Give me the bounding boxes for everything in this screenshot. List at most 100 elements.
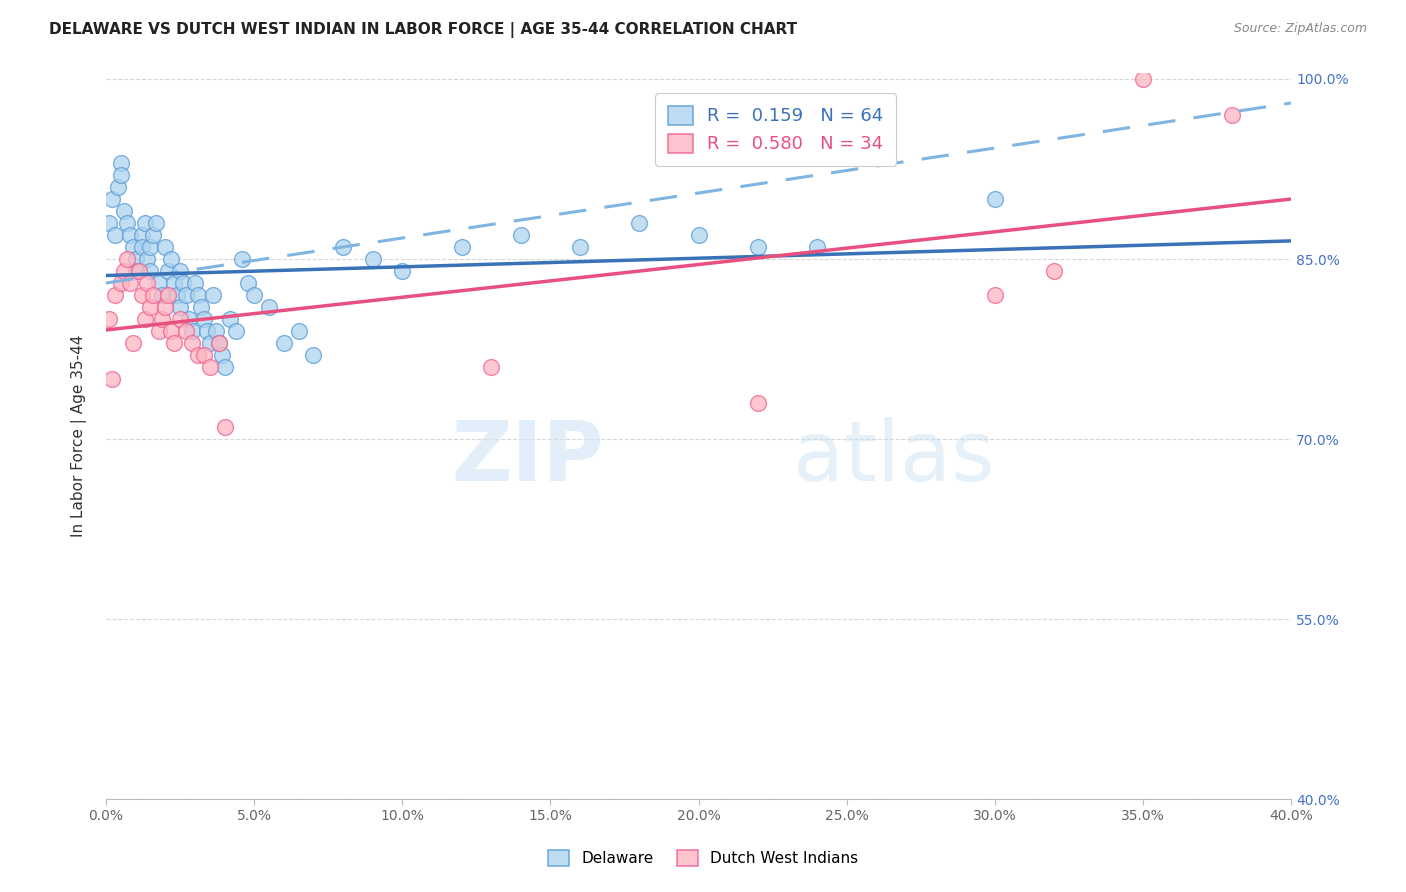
Text: DELAWARE VS DUTCH WEST INDIAN IN LABOR FORCE | AGE 35-44 CORRELATION CHART: DELAWARE VS DUTCH WEST INDIAN IN LABOR F… [49,22,797,38]
Point [155,240,177,254]
Point [134,216,156,230]
Point [219,312,242,326]
Point [115,252,138,266]
Point [124,264,146,278]
Point [806,240,828,254]
Point [128,264,150,278]
Point [148,324,170,338]
Point [1043,264,1066,278]
Point [332,240,354,254]
Point [169,264,191,278]
Point [163,276,186,290]
Point [136,276,159,290]
Point [124,252,146,266]
Point [136,252,159,266]
Point [107,180,129,194]
Point [148,276,170,290]
Point [121,336,143,351]
Point [118,276,141,290]
Point [257,300,280,314]
Point [187,348,209,362]
Point [174,288,197,302]
Point [479,359,502,374]
Point [163,336,186,351]
Point [134,312,156,326]
Point [181,336,204,351]
Point [131,240,153,254]
Point [118,227,141,242]
Point [112,204,135,219]
Legend: Delaware, Dutch West Indians: Delaware, Dutch West Indians [540,842,866,873]
Point [104,227,127,242]
Point [211,348,233,362]
Point [207,336,229,351]
Point [201,288,224,302]
Point [157,288,180,302]
Point [174,324,197,338]
Point [104,288,127,302]
Point [688,227,710,242]
Point [361,252,384,266]
Point [115,216,138,230]
Point [450,240,472,254]
Point [391,264,413,278]
Point [187,288,209,302]
Text: ZIP: ZIP [451,417,603,499]
Point [195,324,218,338]
Point [139,300,162,314]
Point [97,312,120,326]
Point [131,227,153,242]
Point [287,324,309,338]
Point [157,264,180,278]
Point [1132,72,1154,87]
Point [184,276,207,290]
Point [145,216,167,230]
Point [569,240,592,254]
Point [193,312,215,326]
Point [747,396,769,410]
Point [110,156,132,170]
Point [177,312,200,326]
Point [984,192,1007,206]
Point [155,300,177,314]
Point [172,276,194,290]
Y-axis label: In Labor Force | Age 35-44: In Labor Force | Age 35-44 [72,334,87,537]
Point [131,288,153,302]
Point [101,372,124,386]
Point [214,359,236,374]
Point [101,192,124,206]
Point [225,324,247,338]
Point [509,227,531,242]
Point [150,312,173,326]
Point [110,168,132,182]
Point [302,348,325,362]
Text: Source: ZipAtlas.com: Source: ZipAtlas.com [1233,22,1367,36]
Point [110,276,132,290]
Point [142,227,165,242]
Point [628,216,651,230]
Point [747,240,769,254]
Point [214,420,236,434]
Point [193,348,215,362]
Point [231,252,253,266]
Point [198,359,221,374]
Point [121,240,143,254]
Point [198,336,221,351]
Point [150,288,173,302]
Point [142,288,165,302]
Point [169,312,191,326]
Point [112,264,135,278]
Point [243,288,266,302]
Point [238,276,260,290]
Legend: R =  0.159   N = 64, R =  0.580   N = 34: R = 0.159 N = 64, R = 0.580 N = 34 [655,93,897,166]
Point [97,216,120,230]
Text: atlas: atlas [793,417,995,499]
Point [160,324,183,338]
Point [139,240,162,254]
Point [139,264,162,278]
Point [160,252,183,266]
Point [1220,108,1243,122]
Point [204,324,226,338]
Point [190,300,212,314]
Point [273,336,295,351]
